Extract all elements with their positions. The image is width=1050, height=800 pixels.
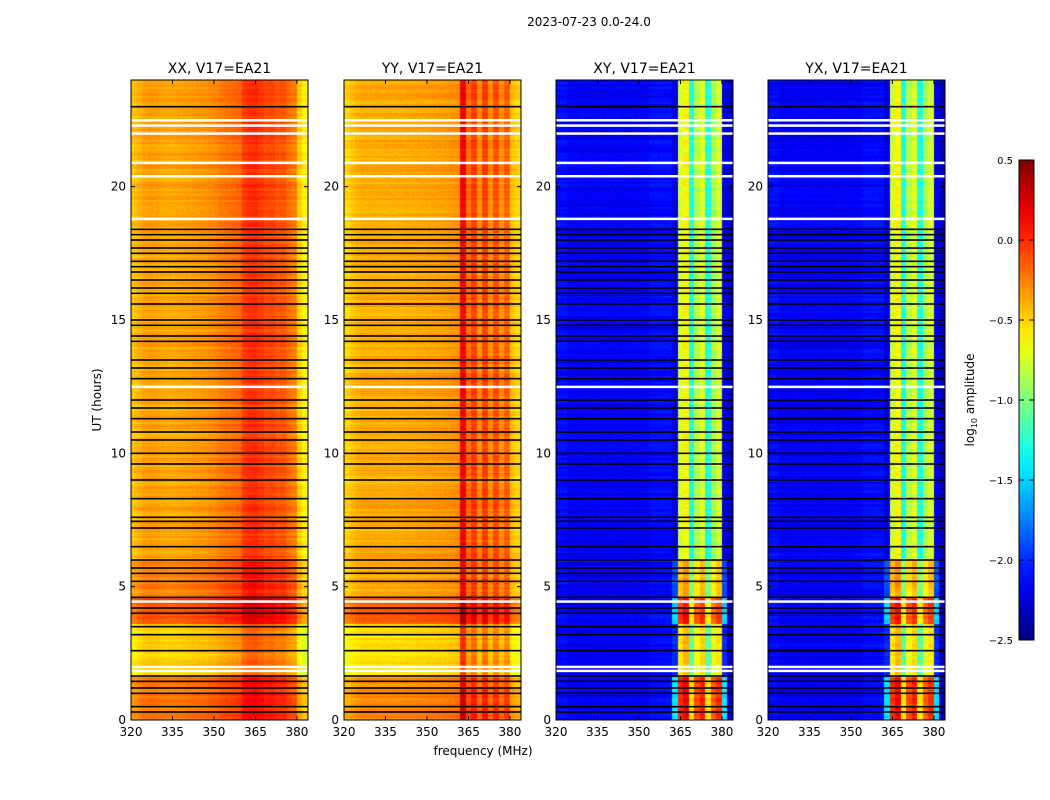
x-tick-label: 380	[285, 725, 308, 739]
y-tick-label: 0	[331, 713, 339, 727]
x-tick-label: 335	[374, 725, 397, 739]
x-tick-label: 335	[161, 725, 184, 739]
x-axis-label: frequency (MHz)	[433, 744, 532, 758]
x-tick-label: 380	[710, 725, 733, 739]
x-tick-label: 365	[881, 725, 904, 739]
y-tick-label: 10	[111, 446, 126, 460]
y-tick-label: 20	[111, 180, 126, 194]
y-tick-label: 20	[324, 180, 339, 194]
x-tick-label: 320	[545, 725, 568, 739]
panel-title: YY, V17=EA21	[381, 61, 483, 77]
y-tick-label: 0	[755, 713, 763, 727]
colorbar-tick-label: 0.0	[997, 236, 1013, 247]
y-tick-label: 15	[324, 313, 339, 327]
x-tick-label: 350	[628, 725, 651, 739]
panel-title: YX, V17=EA21	[804, 61, 907, 77]
x-tick-label: 365	[669, 725, 692, 739]
y-tick-label: 10	[536, 446, 551, 460]
y-tick-label: 15	[536, 313, 551, 327]
y-tick-label: 15	[748, 313, 763, 327]
colorbar-tick-label: −1.5	[989, 476, 1013, 487]
y-tick-label: 10	[324, 446, 339, 460]
colorbar-label-subscript: 10	[970, 418, 979, 428]
colorbar-gradient	[1018, 159, 1035, 641]
colorbar-label: log10 amplitude	[963, 354, 979, 447]
x-tick-label: 350	[416, 725, 439, 739]
colorbar: log10 amplitude 0.5 0.0 −0.5 −1.0 −1.5 −2.0 −2…	[963, 156, 1035, 647]
heatmap-2	[556, 80, 733, 720]
x-tick-label: 320	[120, 725, 143, 739]
heatmap-3	[768, 80, 945, 720]
colorbar-tick-label: −1.0	[989, 396, 1013, 407]
y-axis-label: UT (hours)	[90, 368, 104, 431]
y-tick-label: 20	[748, 180, 763, 194]
x-tick-label: 350	[203, 725, 226, 739]
y-tick-label: 20	[536, 180, 551, 194]
x-tick-label: 365	[244, 725, 267, 739]
x-tick-label: 335	[586, 725, 609, 739]
y-tick-label: 5	[331, 580, 339, 594]
x-tick-label: 350	[840, 725, 863, 739]
y-tick-label: 5	[755, 580, 763, 594]
x-tick-label: 365	[457, 725, 480, 739]
colorbar-label-rest: amplitude	[963, 354, 977, 418]
colorbar-label-log: log	[963, 428, 977, 446]
colorbar-tick-label: −0.5	[989, 316, 1013, 327]
panel-title: XX, V17=EA21	[168, 61, 271, 77]
panel-title: XY, V17=EA21	[593, 61, 695, 77]
y-tick-label: 5	[118, 580, 126, 594]
x-tick-label: 320	[757, 725, 780, 739]
y-tick-label: 0	[543, 713, 551, 727]
heatmap-1	[344, 80, 521, 720]
y-tick-label: 5	[543, 580, 551, 594]
x-tick-label: 380	[498, 725, 521, 739]
y-tick-label: 15	[111, 313, 126, 327]
colorbar-tick-label: −2.5	[989, 636, 1013, 647]
y-tick-label: 0	[118, 713, 126, 727]
x-tick-label: 380	[922, 725, 945, 739]
figure-title: 2023-07-23 0.0-24.0	[527, 15, 651, 29]
x-tick-label: 335	[798, 725, 821, 739]
y-tick-label: 10	[748, 446, 763, 460]
x-tick-label: 320	[333, 725, 356, 739]
colorbar-tick-label: 0.5	[997, 156, 1013, 167]
heatmap-0	[131, 80, 308, 720]
colorbar-tick-label: −2.0	[989, 556, 1013, 567]
